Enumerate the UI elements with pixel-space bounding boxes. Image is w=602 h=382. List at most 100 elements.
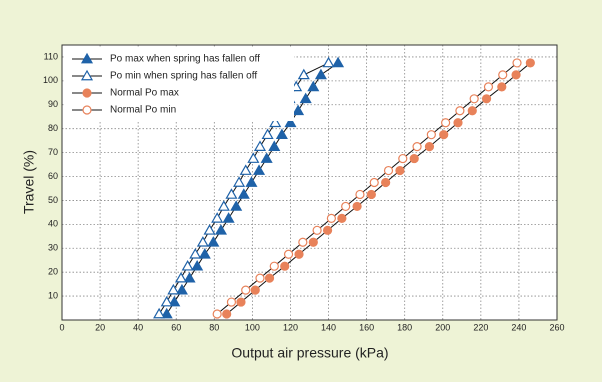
marker (308, 237, 318, 247)
marker (268, 140, 281, 151)
legend-marker (82, 105, 92, 115)
marker (341, 201, 351, 212)
marker (168, 295, 181, 307)
marker (426, 130, 436, 140)
marker (260, 152, 273, 163)
marker (395, 165, 405, 176)
y-tick-label: 90 (48, 99, 58, 109)
marker (294, 249, 304, 259)
marker (196, 236, 209, 247)
marker (455, 106, 465, 116)
marker (191, 259, 204, 271)
marker (337, 213, 347, 223)
marker (269, 261, 279, 271)
x-tick-label: 60 (171, 322, 181, 332)
marker (222, 212, 235, 223)
marker (383, 165, 394, 176)
x-tick-label: 120 (283, 322, 298, 332)
x-tick-label: 140 (321, 322, 336, 332)
x-tick-label: 260 (549, 322, 564, 332)
y-tick-label: 60 (48, 171, 58, 181)
marker (212, 309, 222, 319)
marker (332, 56, 345, 68)
x-tick-label: 20 (95, 322, 105, 332)
y-tick-label: 10 (48, 290, 58, 300)
marker (225, 188, 238, 199)
marker (355, 189, 365, 200)
marker (352, 201, 362, 212)
x-tick-label: 220 (473, 322, 488, 332)
marker (181, 259, 194, 271)
x-tick-label: 80 (209, 322, 219, 332)
marker (398, 153, 408, 164)
marker (217, 200, 230, 211)
marker (245, 176, 258, 187)
marker (283, 249, 294, 259)
marker (255, 273, 265, 283)
marker (207, 236, 220, 247)
series-line (226, 62, 531, 315)
legend-marker (80, 69, 94, 81)
marker (284, 116, 297, 128)
marker (312, 225, 322, 235)
marker (175, 283, 188, 295)
marker (298, 237, 308, 247)
y-tick-label: 50 (48, 195, 58, 205)
marker (261, 128, 274, 140)
marker (222, 309, 232, 319)
marker (233, 176, 246, 187)
marker (511, 70, 521, 80)
marker (211, 212, 224, 223)
marker (314, 68, 327, 80)
marker (236, 297, 246, 307)
marker (160, 295, 173, 307)
marker (512, 58, 522, 68)
x-tick-label: 200 (435, 322, 450, 332)
x-tick-label: 40 (133, 322, 143, 332)
marker (160, 307, 173, 319)
legend-label: Normal Po min (110, 105, 176, 116)
marker (525, 58, 535, 68)
marker (424, 142, 435, 152)
marker (439, 130, 449, 140)
marker (183, 271, 196, 283)
marker (412, 142, 422, 152)
marker (239, 164, 252, 175)
x-tick-label: 100 (245, 322, 260, 332)
legend-label: Po max when spring has fallen off (110, 54, 260, 65)
marker (297, 68, 310, 80)
marker (226, 297, 237, 307)
plot-border (61, 44, 558, 321)
legend-label: Normal Po max (110, 88, 179, 99)
y-tick-label: 110 (44, 51, 58, 61)
y-tick-label: 30 (48, 243, 58, 253)
x-tick-label: 160 (359, 322, 374, 332)
marker (322, 56, 335, 68)
marker (481, 94, 492, 104)
marker (369, 177, 379, 188)
y-tick-label: 20 (48, 267, 58, 277)
marker (189, 248, 202, 259)
marker (299, 92, 312, 104)
marker (322, 225, 333, 235)
marker (237, 188, 250, 199)
marker (409, 153, 419, 164)
y-tick-label: 80 (48, 123, 58, 133)
x-tick-label: 0 (59, 322, 64, 332)
marker (214, 224, 228, 235)
marker (174, 271, 188, 283)
legend-label: Po min when spring has fallen off (110, 71, 257, 82)
marker (366, 189, 376, 200)
marker (307, 80, 320, 92)
legend: Po max when spring has fallen off Po min … (64, 47, 294, 121)
marker (269, 116, 282, 128)
marker (483, 82, 494, 92)
y-tick-label: 100 (43, 75, 58, 85)
marker (247, 152, 260, 163)
marker (292, 104, 305, 116)
y-tick-label: 70 (48, 147, 58, 157)
marker (241, 285, 251, 295)
marker (253, 164, 266, 175)
legend-box (64, 47, 294, 121)
